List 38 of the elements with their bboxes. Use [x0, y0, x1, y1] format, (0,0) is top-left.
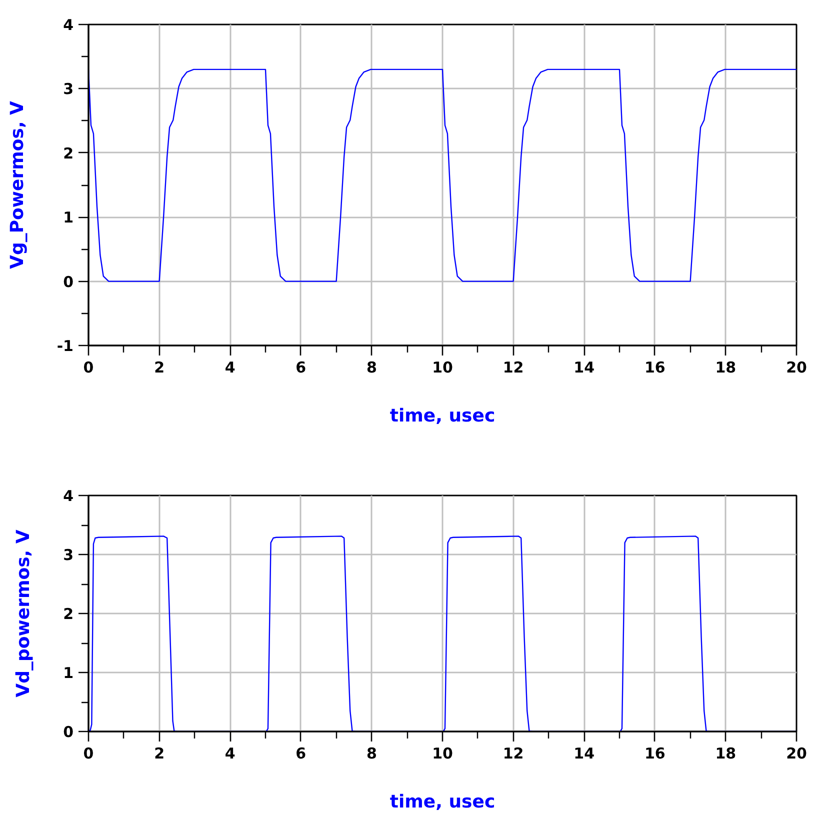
- x-tick-label: 12: [502, 358, 524, 376]
- x-tick-label: 18: [715, 744, 736, 762]
- x-tick-label: 8: [366, 744, 377, 762]
- x-tick-label: 16: [644, 358, 666, 376]
- x-tick-label: 8: [366, 358, 377, 376]
- x-tick-label: 14: [574, 744, 595, 762]
- x-tick-label: 20: [786, 744, 807, 762]
- x-tick-label: 0: [83, 744, 94, 762]
- y-tick-label: 1: [63, 208, 74, 227]
- y-tick-label: 1: [63, 664, 74, 682]
- x-tick-label: 10: [432, 358, 453, 376]
- y-tick-label: 4: [63, 16, 74, 34]
- y-tick-label: 3: [63, 80, 74, 98]
- x-tick-label: 4: [224, 358, 236, 376]
- y-tick-label: 2: [63, 605, 74, 623]
- y-tick-label: 3: [63, 546, 74, 564]
- y-tick-label: 0: [63, 272, 74, 291]
- x-tick-label: 20: [786, 358, 807, 376]
- y-tick-label: 2: [63, 144, 74, 162]
- line-series: [88, 68, 796, 282]
- x-tick-label: 2: [154, 744, 165, 762]
- x-tick-label: 10: [432, 744, 453, 762]
- x-tick-label: 18: [715, 358, 736, 376]
- y-axis-title: Vg_Powermos, V: [6, 100, 28, 269]
- y-tick-label: 4: [63, 487, 74, 505]
- x-axis-title: time, usec: [390, 792, 496, 812]
- x-tick-label: 16: [644, 744, 666, 762]
- x-tick-label: 12: [502, 744, 524, 762]
- x-tick-label: 2: [154, 358, 165, 376]
- x-axis-title: time, usec: [390, 406, 496, 426]
- x-tick-label: 14: [574, 358, 595, 376]
- x-tick-label: 0: [83, 358, 94, 376]
- x-tick-label: 6: [296, 744, 306, 762]
- y-tick-label: -1: [56, 337, 74, 355]
- y-axis-title: Vd_powermos, V: [13, 530, 34, 698]
- x-tick-label: 6: [296, 358, 306, 376]
- x-tick-label: 4: [224, 744, 236, 762]
- y-tick-label: 0: [63, 723, 74, 741]
